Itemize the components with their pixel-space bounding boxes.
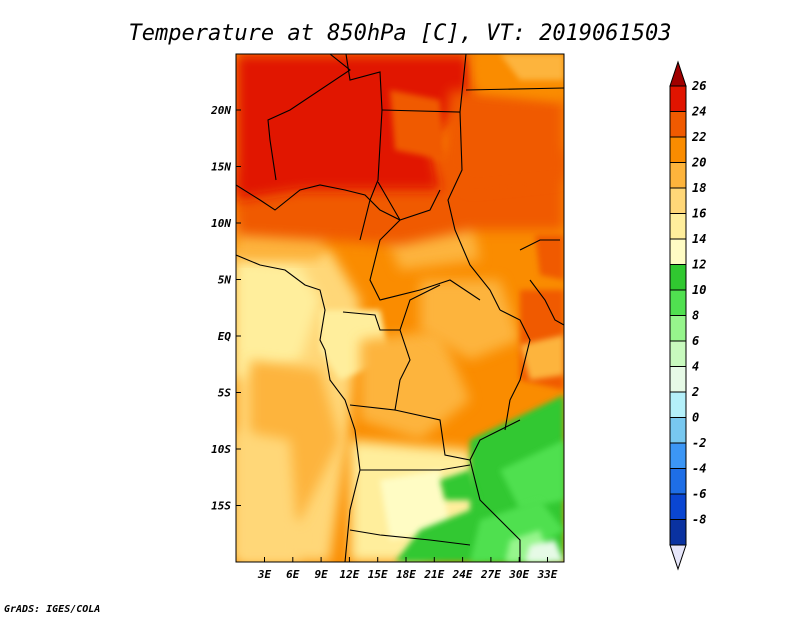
colorbar-swatch (669, 111, 687, 138)
colorbar-label: -6 (692, 487, 706, 501)
lat-tick-label: 15S (211, 500, 231, 513)
colorbar-swatch (669, 417, 687, 444)
map-title: Temperature at 850hPa [C], VT: 201906150… (128, 21, 671, 46)
colorbar-swatch (669, 468, 687, 495)
colorbar-swatch (669, 85, 687, 112)
lon-tick-label: 33E (537, 568, 558, 581)
colorbar-label: -4 (692, 462, 706, 476)
lon-tick-label: 27E (480, 568, 501, 581)
lon-tick-label: 6E (286, 568, 300, 581)
colorbar-label: 14 (692, 232, 706, 246)
colorbar-label: 18 (692, 181, 706, 195)
colorbar-label: 26 (691, 79, 706, 93)
colorbar-label: -2 (692, 436, 706, 450)
lat-tick-label: 5N (218, 274, 232, 287)
colorbar-swatch (669, 162, 687, 189)
lon-tick-label: 15E (368, 568, 388, 581)
colorbar-swatch (669, 366, 687, 393)
lat-tick-label: EQ (218, 330, 232, 343)
colorbar-swatch (669, 187, 687, 214)
latitude-axis: 20N 15N 10N 5N EQ 5S 10S 15S (210, 104, 241, 513)
lat-tick-label: 10S (211, 443, 231, 456)
colorbar-swatch (669, 315, 687, 342)
country-borders (236, 54, 564, 562)
temperature-field (236, 54, 564, 562)
colorbar-label: 12 (692, 258, 706, 272)
lon-tick-label: 18E (396, 568, 416, 581)
colorbar-swatch (669, 442, 687, 469)
colorbar-label: 8 (692, 309, 699, 323)
lon-tick-label: 9E (314, 568, 328, 581)
colorbar-label: -8 (692, 513, 706, 527)
lat-tick-label: 5S (218, 387, 232, 400)
lat-tick-label: 10N (211, 217, 231, 230)
lon-tick-label: 21E (423, 568, 444, 581)
colorbar-label: 10 (692, 283, 706, 297)
colorbar-swatch (669, 213, 687, 240)
colorbar-swatch (669, 238, 687, 265)
colorbar-label: 24 (691, 105, 706, 119)
lon-tick-label: 12E (339, 568, 359, 581)
credit-label: GrADS: IGES/COLA (4, 604, 100, 615)
lon-tick-label: 24E (452, 568, 473, 581)
colorbar-swatch (669, 340, 687, 367)
colorbar-label: 16 (692, 207, 706, 221)
colorbar-bottom-arrow (669, 544, 687, 571)
longitude-axis: 3E 6E 9E 12E 15E 18E 21E 24E 27E 30E 33E (257, 557, 558, 581)
lon-tick-label: 30E (508, 568, 529, 581)
map-frame (235, 53, 565, 563)
colorbar-swatch (669, 519, 687, 546)
lat-tick-label: 20N (210, 104, 231, 117)
lat-tick-label: 15N (211, 161, 231, 174)
colorbar-swatch (669, 264, 687, 291)
colorbar-label: 22 (691, 130, 706, 144)
colorbar-label: 0 (692, 411, 699, 425)
lon-tick-label: 3E (257, 568, 272, 581)
colorbar-swatch (669, 493, 687, 520)
colorbar-top-arrow (669, 60, 687, 87)
colorbar-swatch (669, 136, 687, 163)
colorbar-label: 2 (691, 385, 699, 399)
colorbar-swatch (669, 391, 687, 418)
colorbar-label: 20 (691, 156, 706, 170)
colorbar-label: 4 (692, 360, 699, 374)
colorbar-swatch (669, 289, 687, 316)
colorbar-label: 6 (692, 334, 699, 348)
